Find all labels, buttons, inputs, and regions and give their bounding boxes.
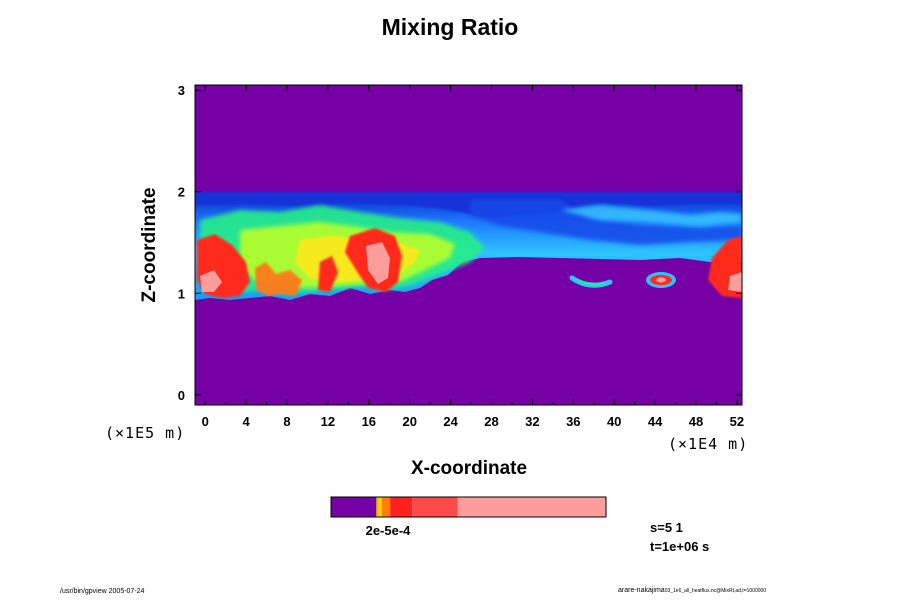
plot-frame	[194, 84, 743, 406]
x-tick-label: 20	[402, 414, 416, 429]
x-tick-label: 4	[243, 414, 251, 429]
footer-right-main: arare-nakajima	[618, 587, 665, 594]
cloud-top-band	[195, 192, 742, 218]
x-axis-label: X-coordinate	[410, 458, 528, 479]
y-tick-label: 0	[178, 388, 185, 403]
footer-left: /usr/bin/gpview 2005-07-24	[60, 588, 145, 595]
colorbar-label: 2e-5e-4	[366, 523, 412, 538]
chart-title: Mixing Ratio	[381, 14, 519, 40]
colorbar-swatch	[457, 497, 606, 517]
annotation-s: s=5 1	[650, 520, 683, 535]
x-tick-label: 8	[283, 414, 290, 429]
x-tick-label: 48	[689, 414, 703, 429]
x-unit-label: (×1E4 m)	[668, 435, 749, 453]
mixing-layer	[195, 192, 742, 300]
cloud-blob-44-inner	[656, 277, 666, 283]
x-tick-label: 12	[321, 414, 335, 429]
y-tick-label: 1	[178, 286, 185, 301]
x-tick-label: 16	[362, 414, 376, 429]
x-tick-label: 44	[648, 414, 663, 429]
footer-right: arare-nakajima03_1e6_all_heatflux.nc@Mix…	[618, 587, 766, 594]
x-tick-label: 0	[202, 414, 209, 429]
x-tick-label: 36	[566, 414, 580, 429]
cloud-red-streak	[318, 256, 338, 292]
y-unit-label: (×1E5 m)	[105, 424, 186, 442]
colorbar-swatch	[390, 497, 413, 517]
cloud-dark-region	[470, 200, 742, 245]
stats-annotation: s=5 1 t=1e+06 s	[650, 518, 709, 556]
footer-right-small: 03_1e6_all_heatflux.nc@MixRt,ad,t=100000…	[664, 588, 767, 594]
colorbar-swatch	[376, 497, 379, 517]
y-tick-label: 2	[178, 185, 185, 200]
colorbar-swatch	[378, 497, 382, 517]
colorbar-swatch	[331, 497, 377, 517]
y-axis-label: Z-coordinate	[139, 187, 160, 303]
colorbar-swatch	[381, 497, 391, 517]
cloud-pink-core-center	[366, 242, 390, 284]
cloud-pink-core-left	[200, 270, 222, 292]
x-tick-label: 24	[443, 414, 458, 429]
x-tick-label: 32	[525, 414, 539, 429]
colorbar-frame	[330, 496, 607, 518]
x-tick-label: 28	[484, 414, 498, 429]
annotation-t: t=1e+06 s	[650, 539, 710, 554]
x-tick-label: 40	[607, 414, 621, 429]
colorbar	[330, 496, 607, 518]
y-tick-label: 3	[178, 83, 185, 98]
cloud-pink-core-right	[728, 272, 742, 292]
cloud-blob-37-core	[577, 279, 605, 286]
cloud-orange-streaks	[255, 262, 302, 296]
y-axis: 0 1 2 3	[178, 83, 742, 403]
colorbar-swatch	[412, 497, 458, 517]
x-axis: 0 4 8 12 16 20 24 28 32 36 40 44 48 52	[202, 85, 744, 429]
cloud-light-region	[560, 205, 742, 226]
x-tick-label: 52	[730, 414, 744, 429]
